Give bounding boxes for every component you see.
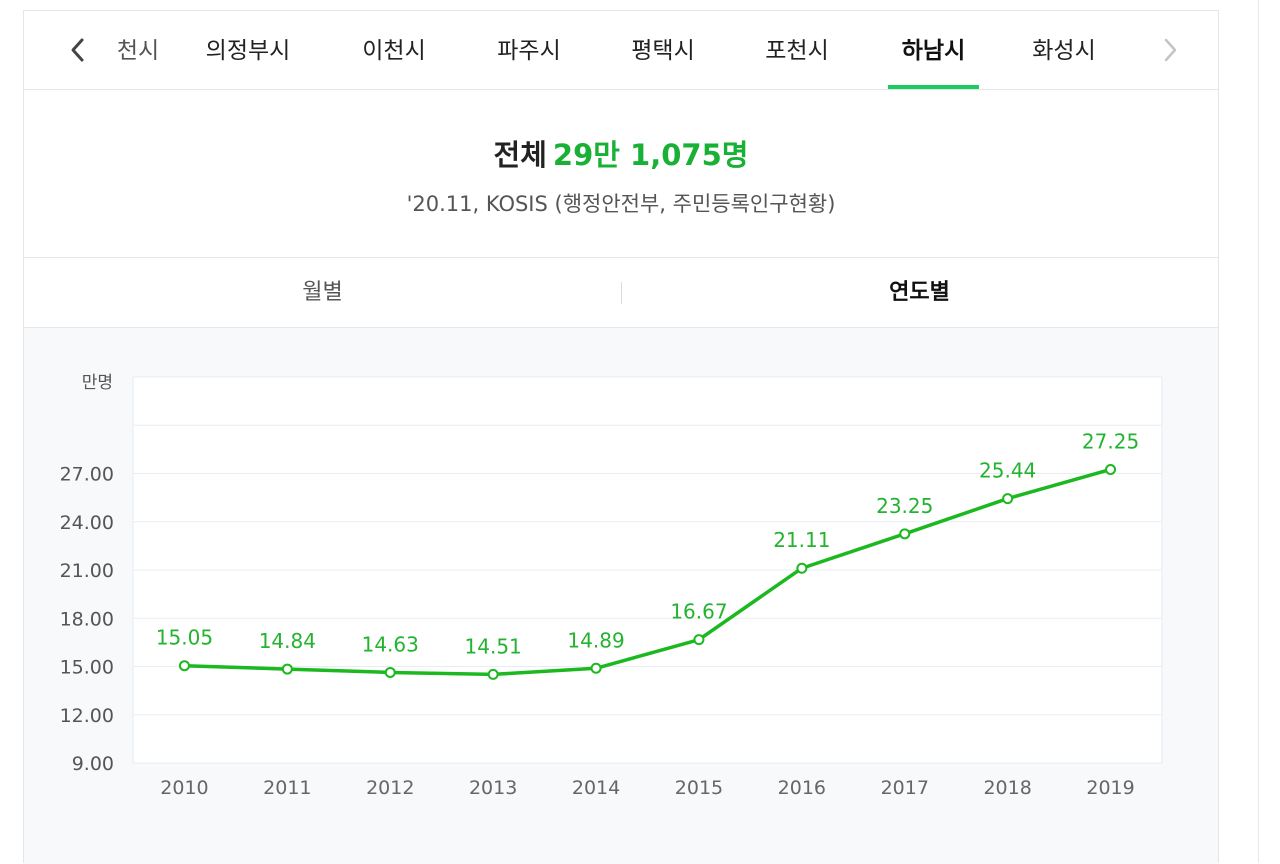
data-point xyxy=(693,634,705,646)
tab-hwaseong[interactable]: 화성시 xyxy=(1032,38,1096,64)
data-label: 14.84 xyxy=(259,629,316,653)
total-label: 전체 xyxy=(493,138,547,172)
x-tick-label: 2015 xyxy=(675,777,723,799)
toggle-divider xyxy=(621,282,622,304)
data-point xyxy=(796,562,808,574)
x-tick-label: 2011 xyxy=(263,777,311,799)
monthly-button[interactable]: 월별 xyxy=(302,280,343,305)
data-label: 23.25 xyxy=(876,494,933,518)
x-tick-label: 2013 xyxy=(469,777,517,799)
data-point xyxy=(487,668,499,680)
data-label: 14.51 xyxy=(465,634,522,658)
y-tick-label: 9.00 xyxy=(72,753,114,775)
chart-area: 9.00 12.00 15.00 18.00 21.00 24.00 27.00 만명 2010… xyxy=(24,328,1218,864)
data-label: 21.11 xyxy=(773,528,830,552)
data-source: '20.11, KOSIS (행정안전부, 주민등록인구현황) xyxy=(406,192,836,216)
data-label: 14.89 xyxy=(567,628,624,652)
data-point xyxy=(178,660,190,672)
y-tick-label: 12.00 xyxy=(60,705,114,727)
data-point xyxy=(1002,493,1014,505)
x-tick-label: 2019 xyxy=(1086,777,1134,799)
y-unit-label: 만명 xyxy=(82,373,113,393)
x-tick-label: 2014 xyxy=(572,777,620,799)
x-tick-label: 2016 xyxy=(778,777,826,799)
y-tick-label: 24.00 xyxy=(60,512,114,534)
data-label: 27.25 xyxy=(1082,429,1139,453)
tab-hanam[interactable]: 하남시 xyxy=(888,11,979,89)
x-tick-label: 2010 xyxy=(160,777,208,799)
tab-icheon[interactable]: 이천시 xyxy=(362,38,426,64)
tab-prev-button[interactable] xyxy=(50,11,106,89)
yearly-button[interactable]: 연도별 xyxy=(889,280,950,305)
data-label: 14.63 xyxy=(362,632,419,656)
total-population: 전체 29만 1,075명 xyxy=(24,132,1218,174)
y-tick-label: 27.00 xyxy=(60,464,114,486)
data-point xyxy=(899,528,911,540)
y-tick-label: 21.00 xyxy=(60,560,114,582)
x-tick-label: 2017 xyxy=(881,777,929,799)
data-label: 25.44 xyxy=(979,459,1036,483)
data-point xyxy=(281,663,293,675)
tab-next-button[interactable] xyxy=(1142,11,1198,89)
period-toggle: 월별 연도별 xyxy=(24,258,1218,328)
city-tab-bar: 천시 의정부시 이천시 파주시 평택시 포천시 하남시 화성시 xyxy=(24,11,1218,90)
chevron-left-icon xyxy=(71,38,84,62)
data-point xyxy=(1105,463,1117,475)
chevron-right-icon xyxy=(1164,38,1177,62)
data-label: 16.67 xyxy=(670,600,727,624)
tab-pocheon[interactable]: 포천시 xyxy=(765,38,829,64)
tab-pyeongtaek[interactable]: 평택시 xyxy=(631,38,695,64)
tab-uijeongbu[interactable]: 의정부시 xyxy=(205,38,291,64)
y-tick-label: 15.00 xyxy=(60,657,114,679)
tab-paju[interactable]: 파주시 xyxy=(497,38,561,64)
data-point xyxy=(590,662,602,674)
data-label: 15.05 xyxy=(156,626,213,650)
x-tick-label: 2018 xyxy=(983,777,1031,799)
total-value: 29만 1,075명 xyxy=(552,138,749,172)
tab-partial[interactable]: 천시 xyxy=(116,38,160,64)
population-summary: 전체 29만 1,075명 '20.11, KOSIS (행정안전부, 주민등록인… xyxy=(24,90,1218,258)
series-line xyxy=(182,467,1113,677)
data-point xyxy=(384,666,396,678)
population-line-chart: 9.00 12.00 15.00 18.00 21.00 24.00 27.00 만명 2010… xyxy=(60,373,1163,799)
x-tick-label: 2012 xyxy=(366,777,414,799)
page-scrollbar[interactable] xyxy=(1258,0,1280,863)
y-tick-label: 18.00 xyxy=(60,608,114,630)
population-panel: 천시 의정부시 이천시 파주시 평택시 포천시 하남시 화성시 전체 29만 1,… xyxy=(23,10,1219,864)
